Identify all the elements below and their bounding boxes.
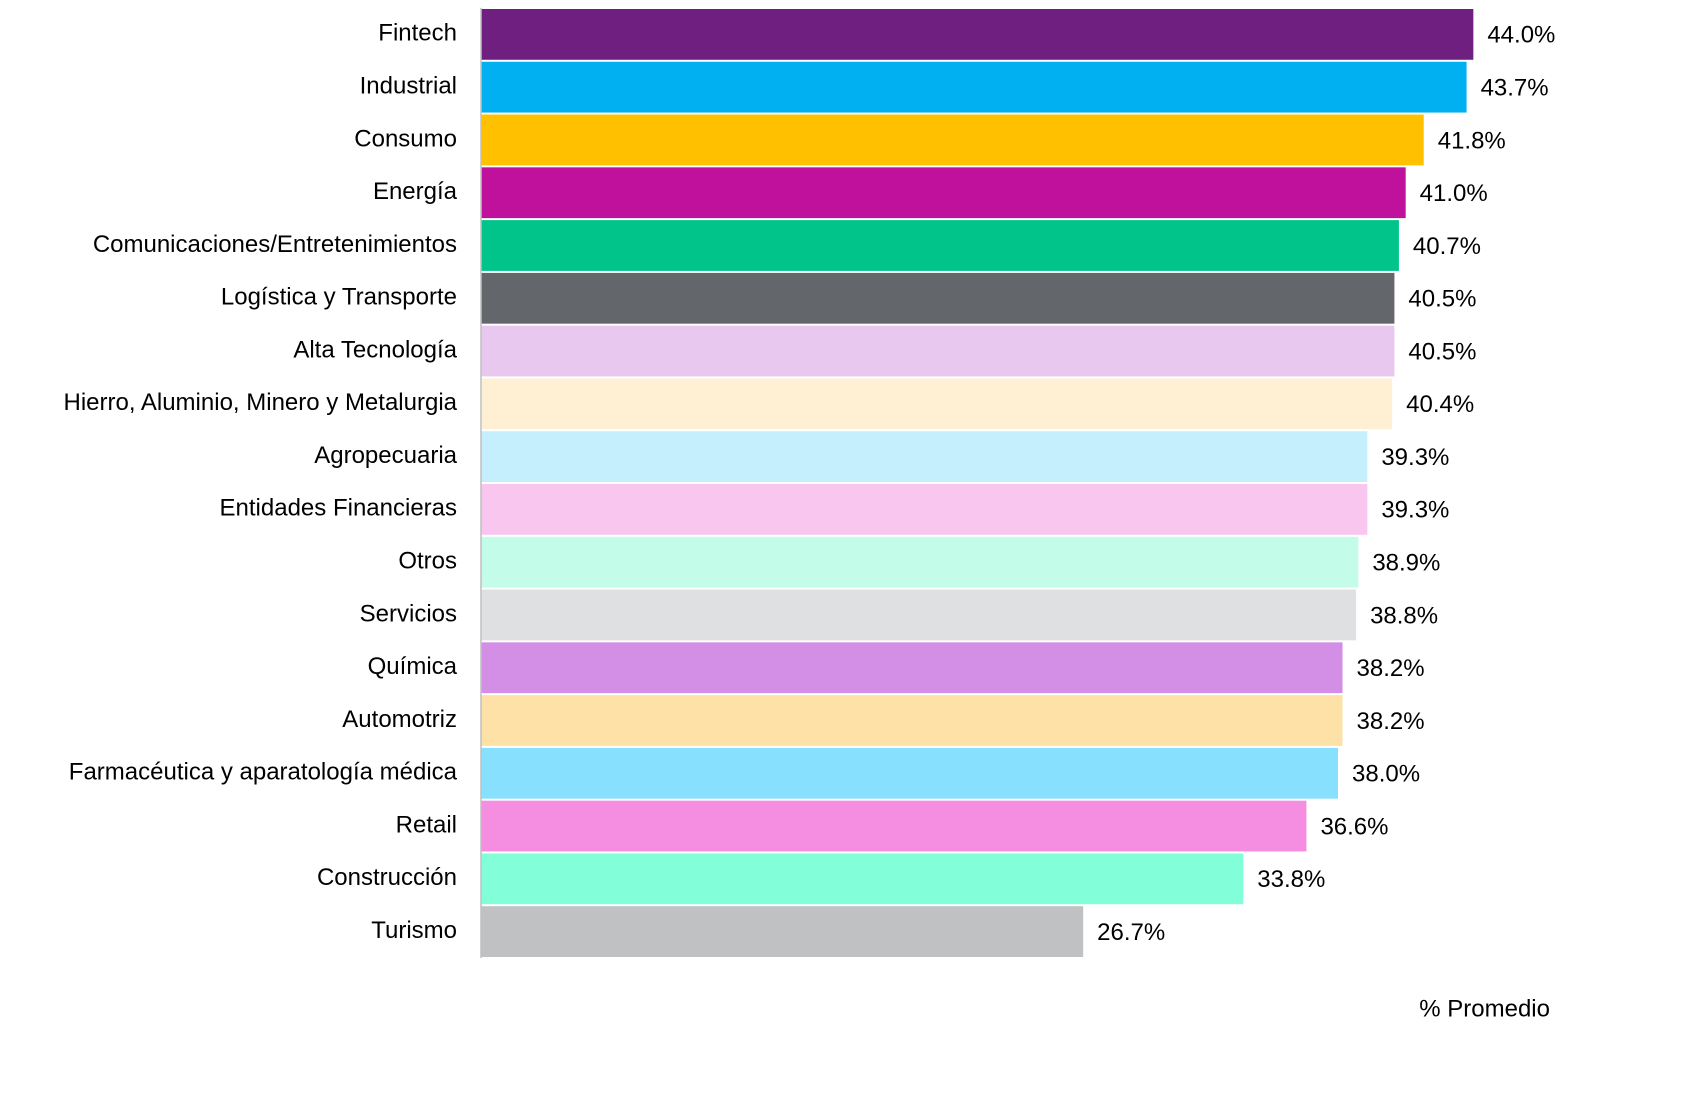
y-tick-label: Comunicaciones/Entretenimientos	[93, 231, 457, 258]
y-tick-label: Química	[368, 653, 458, 680]
y-tick-label: Fintech	[378, 20, 457, 47]
bar	[481, 695, 1343, 746]
bar	[481, 589, 1357, 641]
bar	[481, 800, 1307, 852]
value-label: 43.7%	[1481, 75, 1549, 102]
value-label: 38.0%	[1352, 761, 1420, 788]
bar	[481, 642, 1343, 694]
y-tick-label: Alta Tecnología	[293, 336, 457, 363]
value-label: 26.7%	[1097, 919, 1165, 946]
y-tick-label: Consumo	[354, 125, 457, 152]
value-label: 38.2%	[1357, 708, 1425, 735]
y-tick-label: Hierro, Aluminio, Minero y Metalurgia	[64, 389, 458, 416]
value-label: 40.5%	[1408, 286, 1476, 313]
bar	[481, 431, 1368, 482]
value-label: 41.8%	[1438, 127, 1506, 154]
y-tick-label: Farmacéutica y aparatología médica	[69, 759, 458, 786]
bar	[481, 9, 1474, 60]
x-axis-label: % Promedio	[1419, 995, 1550, 1022]
value-label: 40.7%	[1413, 233, 1481, 260]
y-tick-label: Entidades Financieras	[220, 495, 457, 522]
y-tick-label: Automotriz	[342, 706, 457, 733]
y-tick-label: Otros	[398, 548, 457, 575]
y-tick-label: Agropecuaria	[314, 442, 457, 469]
value-label: 41.0%	[1420, 180, 1488, 207]
bar	[481, 536, 1359, 588]
y-tick-label: Turismo	[371, 917, 457, 944]
value-label: 40.4%	[1406, 391, 1474, 418]
value-label: 33.8%	[1257, 866, 1325, 893]
bar	[481, 484, 1368, 535]
bar	[481, 378, 1393, 430]
bar	[481, 220, 1399, 271]
y-tick-label: Retail	[396, 811, 457, 838]
value-label: 40.5%	[1408, 338, 1476, 365]
bar	[481, 747, 1339, 799]
value-label: 39.3%	[1381, 497, 1449, 524]
value-label: 39.3%	[1381, 444, 1449, 471]
bar	[481, 114, 1424, 166]
value-label: 38.2%	[1357, 655, 1425, 682]
bar	[481, 61, 1467, 113]
bar	[481, 906, 1084, 957]
value-label: 44.0%	[1487, 22, 1555, 49]
bar	[481, 167, 1406, 219]
bar	[481, 853, 1244, 905]
y-tick-label: Servicios	[360, 600, 457, 627]
y-tick-label: Logística y Transporte	[221, 284, 457, 311]
bar	[481, 325, 1395, 377]
bar	[481, 272, 1395, 324]
value-label: 38.8%	[1370, 602, 1438, 629]
y-tick-label: Construcción	[317, 864, 457, 891]
y-tick-label: Industrial	[360, 73, 457, 100]
y-tick-label: Energía	[373, 178, 458, 205]
value-label: 38.9%	[1372, 550, 1440, 577]
value-label: 36.6%	[1320, 813, 1388, 840]
